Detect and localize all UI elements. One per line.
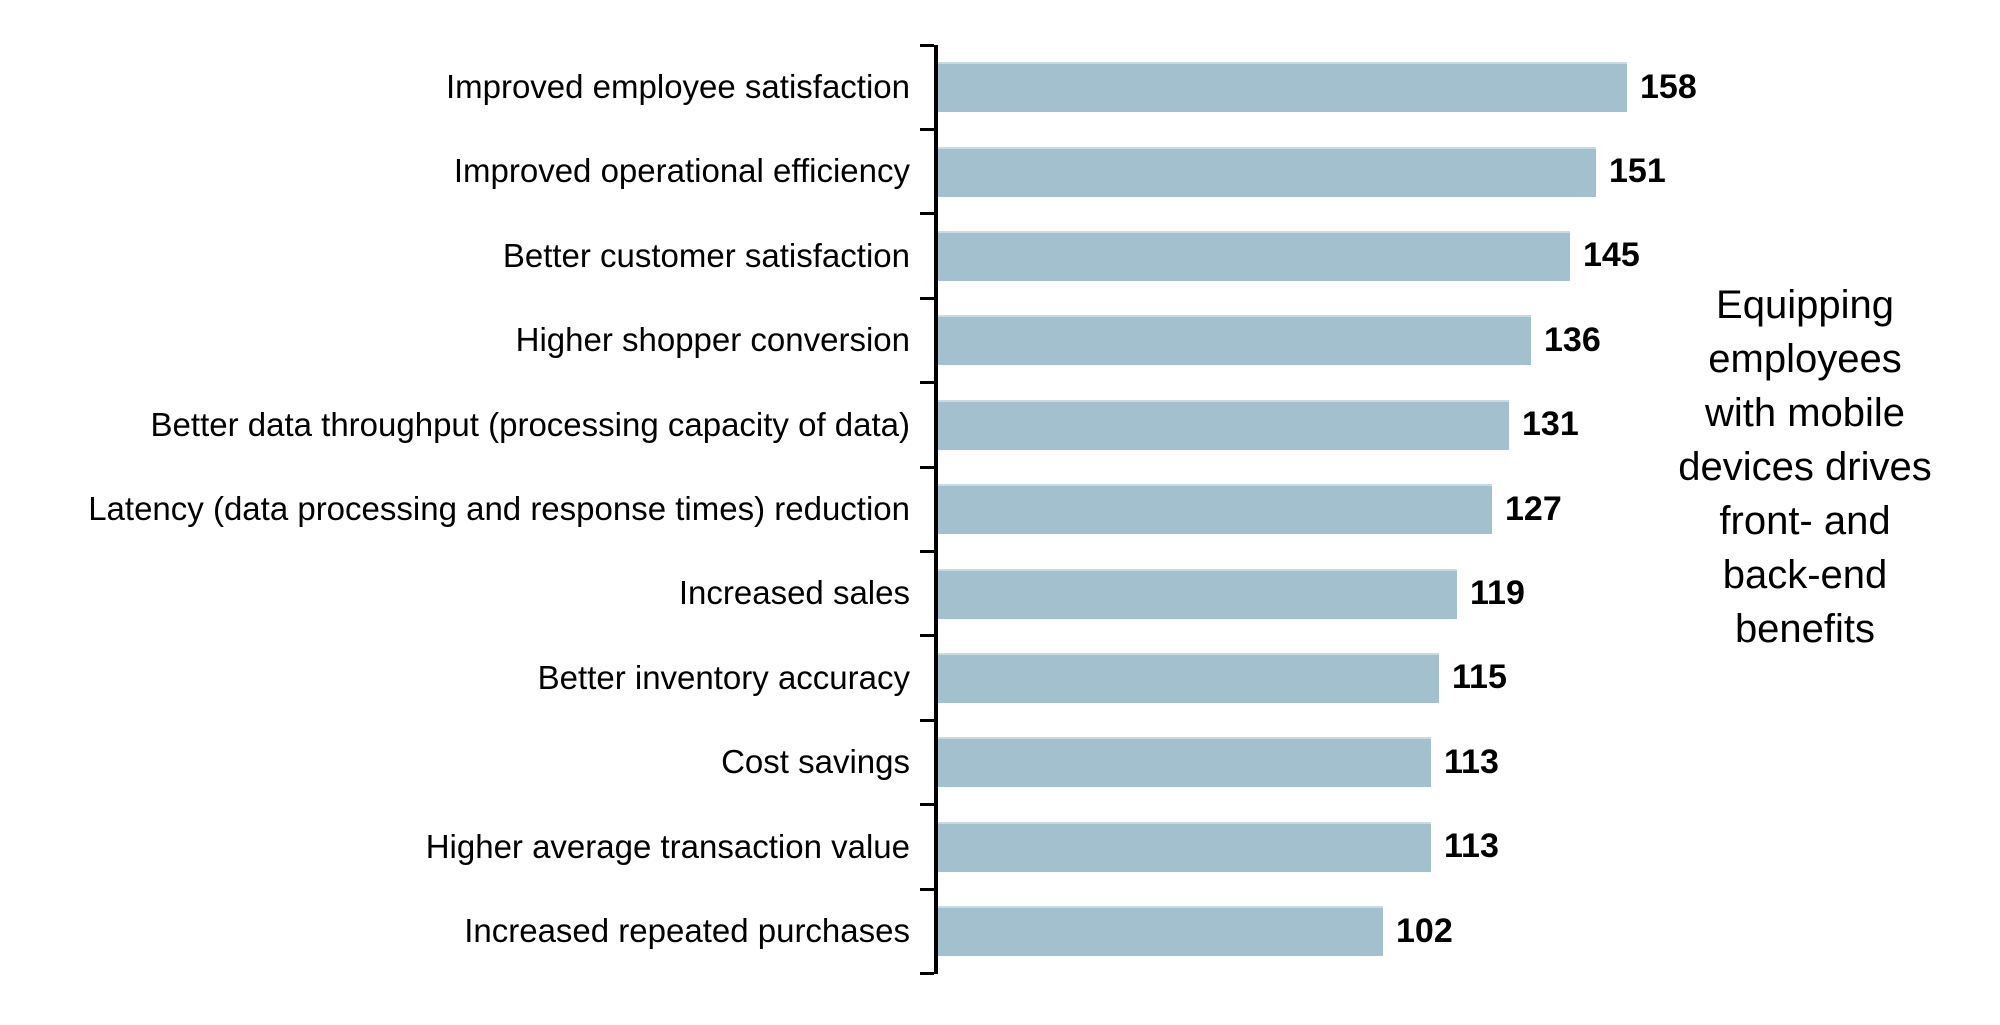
bar bbox=[938, 568, 1457, 619]
bar-track: 131 bbox=[910, 383, 2000, 467]
bar-track: 102 bbox=[910, 889, 2000, 973]
bar bbox=[938, 737, 1431, 788]
axis-tick bbox=[920, 971, 934, 975]
category-label: Increased repeated purchases bbox=[464, 911, 910, 949]
axis-tick bbox=[920, 549, 934, 553]
category-label: Increased sales bbox=[678, 574, 910, 612]
bar-track: 158 bbox=[910, 45, 2000, 129]
chart-row: Higher shopper conversion 136 bbox=[0, 298, 2000, 382]
bar-track: 119 bbox=[910, 551, 2000, 635]
axis-tick bbox=[920, 296, 934, 300]
axis-tick bbox=[920, 212, 934, 216]
bar bbox=[938, 315, 1531, 366]
bar-track: 127 bbox=[910, 467, 2000, 551]
value-label: 158 bbox=[1640, 67, 1697, 106]
axis-tick bbox=[920, 43, 934, 47]
value-label: 127 bbox=[1505, 489, 1562, 528]
chart-row: Better customer satisfaction 145 bbox=[0, 214, 2000, 298]
category-label: Cost savings bbox=[721, 743, 910, 781]
bar-track: 151 bbox=[910, 129, 2000, 213]
axis-tick bbox=[920, 803, 934, 807]
value-label: 113 bbox=[1444, 742, 1499, 781]
category-label: Better customer satisfaction bbox=[502, 236, 910, 274]
bar bbox=[938, 399, 1509, 450]
category-label: Better data throughput (processing capac… bbox=[150, 405, 910, 443]
axis-tick bbox=[920, 887, 934, 891]
chart-row: Better inventory accuracy 115 bbox=[0, 636, 2000, 720]
bar bbox=[938, 484, 1492, 535]
value-label: 102 bbox=[1396, 911, 1453, 950]
bar bbox=[938, 821, 1431, 872]
category-label: Better inventory accuracy bbox=[537, 658, 910, 696]
chart-row: Higher average transaction value 113 bbox=[0, 805, 2000, 889]
bar bbox=[938, 230, 1570, 281]
bar-rows: Improved employee satisfaction 158 Impro… bbox=[0, 45, 2000, 973]
value-label: 151 bbox=[1609, 152, 1666, 191]
category-axis-line bbox=[934, 45, 938, 974]
chart-annotation: Equipping employees with mobile devices … bbox=[1678, 283, 1932, 651]
axis-tick bbox=[920, 381, 934, 385]
value-label: 136 bbox=[1544, 320, 1601, 359]
axis-tick bbox=[920, 718, 934, 722]
bar-track: 145 bbox=[910, 214, 2000, 298]
chart-row: Improved employee satisfaction 158 bbox=[0, 45, 2000, 129]
axis-tick bbox=[920, 127, 934, 131]
axis-tick bbox=[920, 634, 934, 638]
chart-row: Increased repeated purchases 102 bbox=[0, 889, 2000, 973]
category-label: Latency (data processing and response ti… bbox=[88, 490, 910, 527]
bar-track: 113 bbox=[910, 720, 2000, 804]
category-label: Higher average transaction value bbox=[425, 827, 910, 865]
chart-row: Latency (data processing and response ti… bbox=[0, 467, 2000, 551]
value-label: 113 bbox=[1444, 827, 1499, 866]
bar-track: 115 bbox=[910, 636, 2000, 720]
bar-track: 136 bbox=[910, 298, 2000, 382]
chart-row: Cost savings 113 bbox=[0, 720, 2000, 804]
category-label: Improved employee satisfaction bbox=[445, 68, 910, 106]
bar bbox=[938, 652, 1439, 703]
value-label: 145 bbox=[1583, 236, 1640, 275]
value-label: 131 bbox=[1522, 405, 1579, 444]
value-label: 115 bbox=[1452, 658, 1507, 697]
bar-track: 113 bbox=[910, 805, 2000, 889]
bar bbox=[938, 906, 1383, 957]
chart-row: Improved operational efficiency 151 bbox=[0, 129, 2000, 213]
category-label: Higher shopper conversion bbox=[515, 321, 910, 359]
chart-row: Increased sales 119 bbox=[0, 551, 2000, 635]
axis-tick bbox=[920, 465, 934, 469]
value-label: 119 bbox=[1470, 574, 1525, 613]
category-label: Improved operational efficiency bbox=[453, 152, 910, 190]
chart-row: Better data throughput (processing capac… bbox=[0, 383, 2000, 467]
bar bbox=[938, 62, 1627, 113]
bar bbox=[938, 146, 1596, 197]
